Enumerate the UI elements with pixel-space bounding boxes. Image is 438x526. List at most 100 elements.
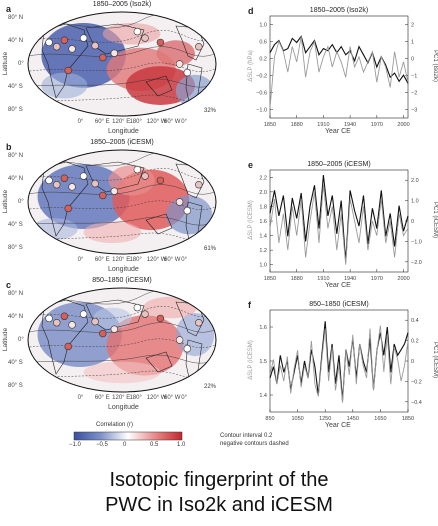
black-series-line xyxy=(269,35,409,84)
proxy-site-marker xyxy=(79,34,88,42)
panel-letter-a: a xyxy=(6,4,12,14)
proxy-site-marker xyxy=(45,314,53,323)
map-title: 850–1850 (iCESM) xyxy=(92,277,152,284)
x-tick-label: 2000 xyxy=(397,122,409,128)
y-left-tick-label: 2.2 xyxy=(259,175,267,181)
contour-interval-text: Contour interval 0.2 xyxy=(220,433,273,439)
chart-title: 1850–2005 (iCESM) xyxy=(307,161,371,168)
world-map-a xyxy=(27,11,217,117)
y-right-tick-label: −0.2 xyxy=(411,379,422,385)
lat-tick-label: 80° N xyxy=(8,14,24,21)
lon-tick-label: 0° xyxy=(181,257,188,263)
lon-tick-label: 120° W xyxy=(146,119,167,125)
x-tick-label: 1910 xyxy=(317,122,329,128)
variance-explained: 32% xyxy=(204,108,217,114)
lon-tick-label: 120° W xyxy=(146,257,167,263)
lat-tick-label: 40° N xyxy=(8,313,24,320)
world-map-b xyxy=(27,149,217,255)
colorbar-gradient xyxy=(73,431,183,441)
proxy-site-marker xyxy=(175,336,184,344)
y-right-tick-label: 0 xyxy=(411,57,414,63)
lon-tick-label: 60° E xyxy=(94,395,110,401)
y-right-tick-label: 1.0 xyxy=(411,199,419,205)
proxy-site-marker xyxy=(183,68,191,77)
proxy-site-marker xyxy=(79,172,88,180)
lat-tick-label: 40° S xyxy=(8,360,23,367)
y-right-tick-label: 0 xyxy=(411,219,414,225)
y-right-tick-label: 1 xyxy=(411,40,414,46)
y-left-tick-label: −1.0 xyxy=(256,108,267,114)
panel-letter-e: e xyxy=(248,160,254,170)
lon-tick-label: 180° xyxy=(129,395,142,401)
proxy-site-marker xyxy=(175,60,184,68)
y-right-tick-label: −0.4 xyxy=(411,400,422,406)
x-tick-label: 1850 xyxy=(264,276,276,282)
y-left-tick-label: −0.6 xyxy=(256,91,267,97)
lat-tick-label: 0° xyxy=(18,61,24,67)
ts-y-left-axis-label: ΔSLP (iCESM) xyxy=(248,340,254,380)
lon-tick-label: 180° xyxy=(129,257,142,263)
y-right-tick-label: −2 xyxy=(411,91,417,97)
caption-line-1: Isotopic fingerprint of the xyxy=(109,469,329,491)
panel-letter-b: b xyxy=(6,142,12,152)
lon-tick-label: 0° xyxy=(77,395,84,401)
y-left-tick-label: 1.0 xyxy=(259,23,267,29)
proxy-site-marker xyxy=(68,183,76,191)
y-left-tick-label: 1.0 xyxy=(259,263,267,269)
black-series-line xyxy=(269,175,409,262)
lat-tick-label: 0° xyxy=(18,337,24,343)
y-left-tick-label: 1.2 xyxy=(259,248,267,254)
y-right-tick-label: 0 xyxy=(411,359,414,365)
y-right-tick-label: 0.2 xyxy=(411,339,419,345)
lon-tick-label: 60° W xyxy=(164,395,181,401)
time-series-chart-e: 1850 1880 1910 1940 1970 2000 2.2 2.0 1.8 1.6 1.4 1… xyxy=(259,169,422,282)
map-x-axis-label: Longitude xyxy=(108,266,139,273)
map-y-axis-label: Latitude xyxy=(2,189,10,214)
figure-caption: Isotopic fingerprint of the PWC in Iso2k… xyxy=(0,468,438,518)
colorbar-tick-label: 0 xyxy=(123,442,127,448)
time-series-chart-f: 850 1050 1250 1450 1650 1850 1.6 1.5 1.4 0.4 0.2 0 −… xyxy=(259,309,422,422)
proxy-site-marker xyxy=(183,206,191,215)
proxy-site-marker xyxy=(60,312,69,320)
caption-line-2: PWC in Iso2k and iCESM xyxy=(105,494,333,516)
lon-tick-label: 120° E xyxy=(112,257,131,263)
colorbar-title: Correlation (r) xyxy=(96,422,134,428)
x-tick-label: 1880 xyxy=(291,122,303,128)
lon-tick-label: 60° E xyxy=(94,119,110,125)
proxy-site-marker xyxy=(141,34,149,42)
ts-y-right-axis-label: PC1 (iCESM) xyxy=(432,201,438,238)
proxy-site-marker xyxy=(68,321,76,329)
x-tick-label: 1970 xyxy=(371,122,383,128)
ts-x-axis-label: Year CE xyxy=(325,282,351,289)
chart-title: 850–1850 (iCESM) xyxy=(309,301,369,308)
y-left-tick-label: −0.2 xyxy=(256,74,267,80)
lon-tick-label: 0° xyxy=(77,257,84,263)
y-left-tick-label: 1.8 xyxy=(259,204,267,210)
proxy-site-marker xyxy=(99,191,107,200)
proxy-site-marker xyxy=(64,204,72,213)
gray-series-line xyxy=(269,36,409,108)
x-tick-label: 850 xyxy=(265,416,274,422)
x-tick-label: 1970 xyxy=(371,276,383,282)
x-tick-label: 1940 xyxy=(344,276,356,282)
colorbar-tick-label: 1.0 xyxy=(177,442,186,448)
y-left-tick-label: 0.2 xyxy=(259,57,267,63)
plot-frame xyxy=(269,15,409,119)
proxy-site-marker xyxy=(156,176,165,185)
x-tick-label: 1250 xyxy=(319,416,331,422)
proxy-site-marker xyxy=(79,310,88,318)
map-x-axis-label: Longitude xyxy=(108,128,139,135)
proxy-site-marker xyxy=(91,179,99,188)
y-right-tick-label: 2 xyxy=(411,23,414,29)
lon-tick-label: 60° W xyxy=(164,119,181,125)
proxy-site-marker xyxy=(45,38,53,47)
map-x-axis-label: Longitude xyxy=(108,404,139,411)
x-tick-label: 1850 xyxy=(264,122,276,128)
proxy-site-marker xyxy=(156,38,165,47)
lat-tick-label: 80° N xyxy=(8,290,24,297)
proxy-site-marker xyxy=(156,314,165,323)
variance-explained: 61% xyxy=(204,246,217,252)
proxy-site-marker xyxy=(195,43,203,51)
lat-tick-label: 80° S xyxy=(8,383,23,390)
variance-explained: 22% xyxy=(204,384,217,390)
